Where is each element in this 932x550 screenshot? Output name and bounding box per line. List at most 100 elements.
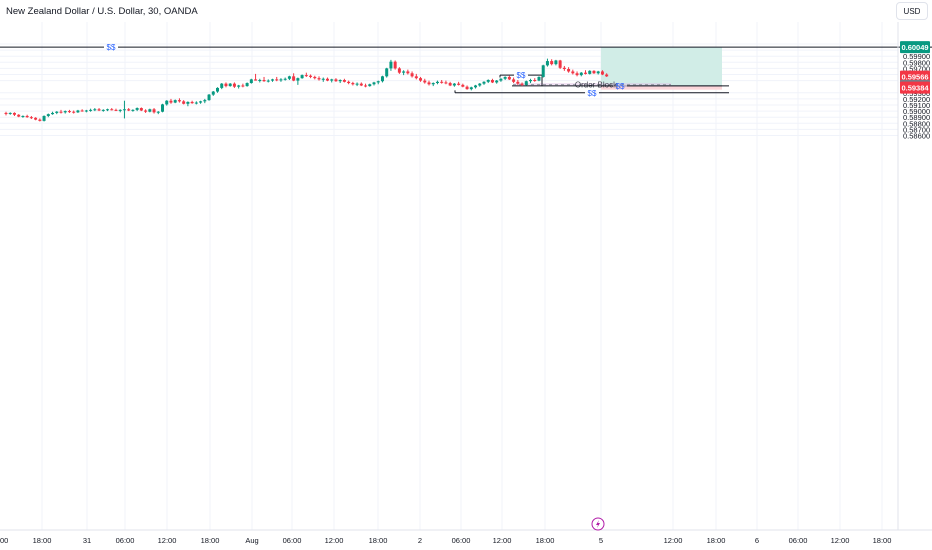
candle-body — [4, 112, 8, 114]
candle-body — [8, 112, 12, 114]
candle-body — [562, 67, 566, 70]
time-tick-label: 2 — [418, 536, 422, 545]
candle-body — [419, 78, 423, 81]
candle-body — [106, 109, 110, 111]
chart-grid — [0, 22, 898, 530]
liquidity-label: $$ — [107, 43, 116, 52]
candle-body — [232, 83, 236, 87]
candle-body — [440, 81, 444, 83]
candle-body — [139, 108, 143, 111]
long-position-profit-zone[interactable] — [601, 47, 722, 86]
candle-body — [266, 80, 270, 82]
candle-body — [410, 73, 414, 77]
price-label-text: 0.59566 — [901, 73, 928, 82]
price-tick-label: 0.59000 — [903, 107, 930, 116]
candle-body — [452, 83, 456, 86]
candle-body — [55, 111, 59, 113]
time-tick-label: 18:00 — [873, 536, 892, 545]
candle-body — [169, 100, 173, 103]
candle-body — [486, 79, 490, 82]
candle-body — [144, 110, 148, 112]
candle-body — [63, 111, 67, 113]
candle-body — [194, 102, 198, 104]
candle-body — [347, 81, 351, 84]
time-tick-label: 00 — [0, 536, 8, 545]
candle-body — [249, 79, 253, 84]
candle-body — [216, 87, 219, 92]
candle-body — [457, 83, 461, 85]
time-tick-label: 18:00 — [707, 536, 726, 545]
time-tick-label: Aug — [245, 536, 258, 545]
time-tick-label: 12:00 — [831, 536, 850, 545]
candle-body — [372, 82, 376, 85]
candle-body — [186, 101, 190, 104]
candlestick-series — [4, 58, 609, 122]
price-tick-label: 0.58900 — [903, 113, 930, 122]
candle-body — [59, 111, 63, 113]
candle-body — [537, 76, 541, 81]
candle-body — [114, 109, 118, 111]
candle-body — [25, 115, 29, 118]
candle-body — [495, 80, 499, 83]
candle-body — [127, 109, 131, 111]
candle-body — [101, 109, 105, 111]
candle-body — [414, 76, 418, 79]
candle-body — [359, 83, 363, 86]
candle-body — [321, 78, 325, 80]
candle-body — [304, 75, 308, 77]
price-tick-label: 0.59700 — [903, 64, 930, 73]
candle-body — [338, 79, 342, 82]
candle-body — [389, 61, 393, 69]
candle-body — [254, 79, 258, 81]
candle-body — [406, 71, 410, 74]
candle-body — [207, 94, 211, 101]
time-tick-label: 06:00 — [283, 536, 302, 545]
candle-body — [17, 114, 21, 117]
candle-body — [224, 83, 228, 87]
price-tick-label: 0.58800 — [903, 119, 930, 128]
candle-body — [110, 109, 114, 111]
candle-body — [156, 111, 160, 113]
candle-body — [245, 83, 249, 87]
candle-body — [545, 61, 549, 66]
price-label-badge — [900, 70, 930, 83]
candle-body — [51, 112, 55, 115]
candle-body — [177, 100, 181, 102]
candle-body — [600, 71, 604, 75]
price-tick-label: 0.58600 — [903, 132, 930, 141]
candle-body — [592, 70, 596, 74]
candle-body — [402, 71, 406, 73]
time-tick-label: 6 — [755, 536, 759, 545]
candle-body — [279, 79, 283, 81]
time-axis[interactable]: 00 18:00 31 06:00 12:00 18:00 Aug 06:00 12:00 18:… — [0, 536, 891, 545]
candle-body — [503, 76, 507, 79]
time-tick-label: 31 — [83, 536, 91, 545]
liquidity-label: $$ — [517, 71, 526, 80]
candle-body — [173, 100, 177, 103]
candle-body — [220, 83, 224, 88]
candle-body — [84, 110, 88, 112]
long-position-loss-zone[interactable] — [601, 85, 722, 90]
candle-body — [444, 82, 448, 84]
time-tick-label: 06:00 — [789, 536, 808, 545]
time-tick-label: 18:00 — [536, 536, 555, 545]
candle-body — [584, 72, 588, 74]
candle-body — [29, 117, 33, 119]
candle-body — [325, 78, 329, 81]
candle-body — [579, 72, 583, 76]
price-label-badge — [900, 81, 930, 94]
time-tick-label: 5 — [599, 536, 603, 545]
candle-body — [575, 73, 579, 76]
time-tick-label: 18:00 — [369, 536, 388, 545]
candle-body — [97, 109, 101, 111]
price-tick-label: 0.58700 — [903, 125, 930, 134]
candle-body — [12, 112, 16, 115]
candle-body — [131, 109, 135, 111]
candle-body — [588, 70, 592, 74]
lightning-icon[interactable] — [591, 517, 605, 531]
price-tick-label: 0.59200 — [903, 95, 930, 104]
candle-body — [161, 104, 165, 112]
currency-button[interactable]: USD — [896, 2, 928, 20]
